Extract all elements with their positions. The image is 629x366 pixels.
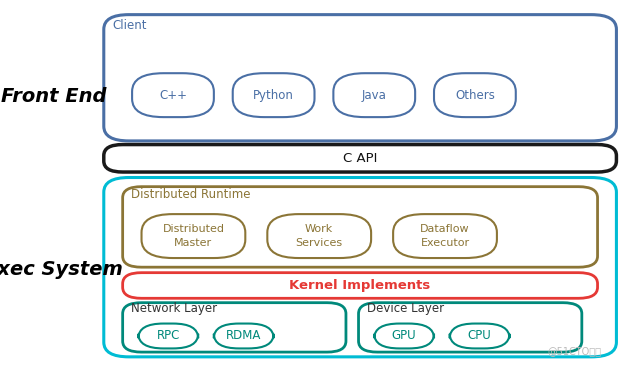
FancyBboxPatch shape: [104, 178, 616, 357]
Text: RPC: RPC: [157, 329, 180, 343]
Text: CPU: CPU: [468, 329, 491, 343]
FancyBboxPatch shape: [123, 273, 598, 298]
FancyBboxPatch shape: [359, 303, 582, 352]
Text: Kernel Implements: Kernel Implements: [289, 279, 431, 292]
Text: Others: Others: [455, 89, 495, 102]
Text: Python: Python: [253, 89, 294, 102]
FancyBboxPatch shape: [142, 214, 245, 258]
Text: Dataflow
Executor: Dataflow Executor: [420, 224, 470, 248]
Text: RDMA: RDMA: [226, 329, 262, 343]
FancyBboxPatch shape: [104, 15, 616, 141]
Text: Exec System: Exec System: [0, 259, 123, 279]
Text: GPU: GPU: [392, 329, 416, 343]
Text: C API: C API: [343, 152, 377, 165]
FancyBboxPatch shape: [233, 73, 314, 117]
Text: Front End: Front End: [1, 87, 106, 107]
Text: Network Layer: Network Layer: [131, 302, 217, 315]
Text: Java: Java: [362, 89, 387, 102]
FancyBboxPatch shape: [393, 214, 497, 258]
Text: Client: Client: [112, 19, 147, 32]
FancyBboxPatch shape: [434, 73, 516, 117]
FancyBboxPatch shape: [123, 303, 346, 352]
FancyBboxPatch shape: [374, 324, 434, 348]
Text: Work
Services: Work Services: [296, 224, 343, 248]
Text: @51CTO博客: @51CTO博客: [547, 346, 601, 356]
FancyBboxPatch shape: [267, 214, 371, 258]
FancyBboxPatch shape: [333, 73, 415, 117]
Text: Distributed Runtime: Distributed Runtime: [131, 188, 250, 201]
FancyBboxPatch shape: [104, 145, 616, 172]
Text: Distributed
Master: Distributed Master: [162, 224, 225, 248]
Text: Device Layer: Device Layer: [367, 302, 444, 315]
Text: C++: C++: [159, 89, 187, 102]
FancyBboxPatch shape: [214, 324, 274, 348]
FancyBboxPatch shape: [132, 73, 214, 117]
FancyBboxPatch shape: [450, 324, 509, 348]
FancyBboxPatch shape: [138, 324, 198, 348]
FancyBboxPatch shape: [123, 187, 598, 267]
